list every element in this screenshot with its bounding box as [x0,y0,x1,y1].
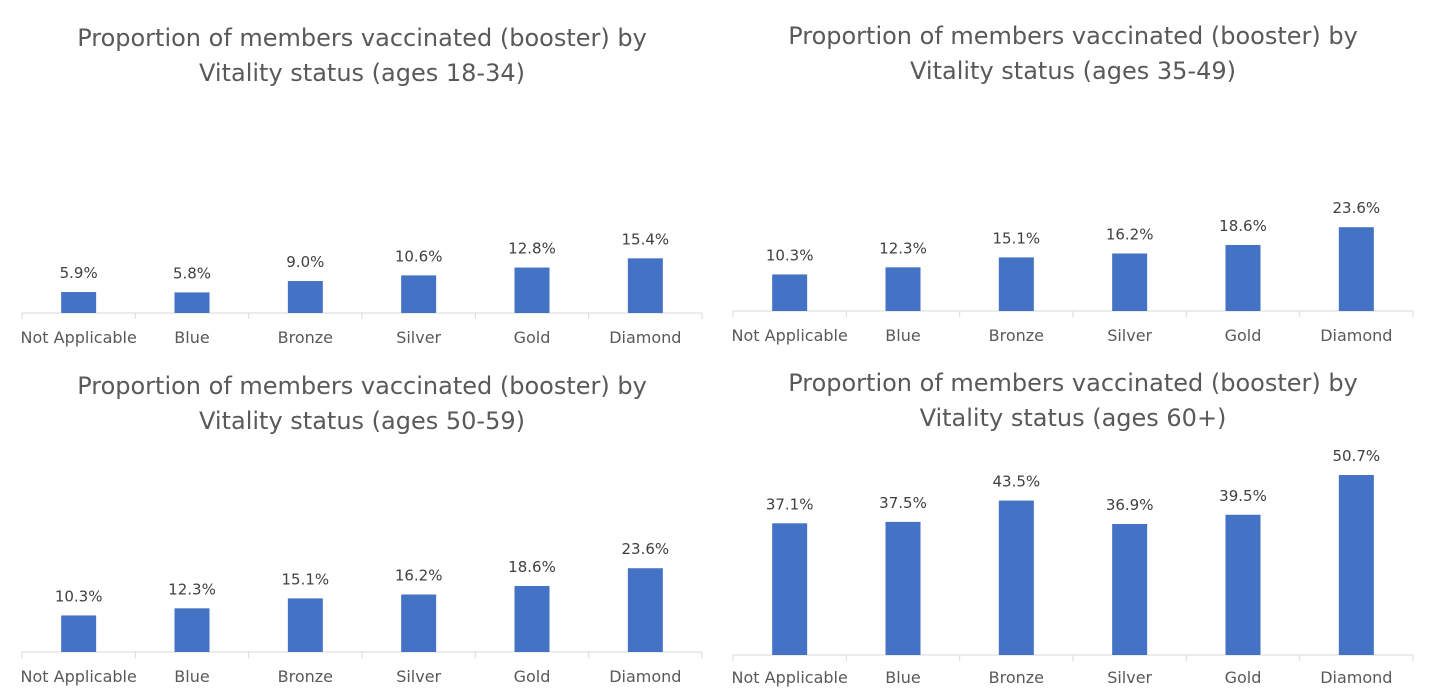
data-label: 39.5% [1219,487,1267,505]
data-label: 36.9% [1106,496,1154,514]
bar-gold [514,267,550,313]
bar-not-applicable [772,523,808,655]
category-label: Silver [1107,668,1152,687]
chart-title-line-1: Proportion of members vaccinated (booste… [77,24,647,52]
bar-blue [174,608,210,652]
chart-svg-ages-35-49: Proportion of members vaccinated (booste… [732,22,1414,345]
category-label: Blue [174,328,209,347]
category-label: Silver [1107,326,1152,345]
bar-diamond [1338,227,1374,311]
chart-panel-ages-60-plus: Proportion of members vaccinated (booste… [732,350,1414,699]
category-label: Diamond [609,328,681,347]
data-label: 10.3% [766,246,814,264]
category-label: Not Applicable [732,326,848,345]
data-label: 10.6% [395,247,443,265]
category-label: Gold [514,328,551,347]
data-label: 9.0% [286,253,324,271]
bar-blue [885,521,921,655]
chart-panel-ages-18-34: Proportion of members vaccinated (booste… [21,0,703,350]
chart-title-line-2: Vitality status (ages 60+) [920,404,1227,432]
data-label: 5.8% [173,264,211,282]
chart-title-line-1: Proportion of members vaccinated (booste… [788,22,1358,50]
bar-gold [1225,244,1261,311]
data-label: 10.3% [55,587,103,605]
chart-title-line-1: Proportion of members vaccinated (booste… [788,369,1358,397]
data-label: 23.6% [622,540,670,558]
data-label: 15.1% [993,229,1041,247]
bar-not-applicable [772,274,808,311]
bar-diamond [627,258,663,313]
data-label: 12.3% [879,239,927,257]
category-label: Silver [396,328,441,347]
category-label: Gold [514,667,551,686]
bar-not-applicable [61,292,97,313]
data-label: 12.3% [168,580,216,598]
bar-gold [514,585,550,652]
bar-not-applicable [61,615,97,652]
bar-blue [174,292,210,313]
category-label: Silver [396,667,441,686]
bar-bronze [287,281,323,313]
bar-silver [401,275,437,313]
bar-bronze [287,598,323,652]
category-label: Blue [885,326,920,345]
chart-panel-ages-35-49: Proportion of members vaccinated (booste… [732,0,1414,350]
data-label: 43.5% [993,473,1041,491]
data-label: 37.1% [766,495,814,513]
category-label: Diamond [1320,326,1392,345]
chart-svg-ages-18-34: Proportion of members vaccinated (booste… [21,24,703,347]
chart-svg-ages-50-59: Proportion of members vaccinated (booste… [21,372,703,686]
data-label: 23.6% [1333,199,1381,217]
category-label: Not Applicable [732,668,848,687]
bar-blue [885,267,921,311]
bar-bronze [998,500,1034,655]
data-label: 18.6% [508,558,556,576]
data-label: 18.6% [1219,217,1267,235]
bar-silver [401,594,437,652]
category-label: Diamond [609,667,681,686]
category-label: Gold [1225,668,1262,687]
chart-title-line-1: Proportion of members vaccinated (booste… [77,372,647,400]
category-label: Not Applicable [21,328,137,347]
data-label: 15.1% [282,570,330,588]
data-label: 37.5% [879,494,927,512]
bar-gold [1225,514,1261,655]
bar-silver [1112,524,1148,655]
bar-bronze [998,257,1034,311]
chart-title-line-2: Vitality status (ages 50-59) [199,407,525,435]
category-label: Gold [1225,326,1262,345]
bar-silver [1112,253,1148,311]
chart-title-line-2: Vitality status (ages 35-49) [910,57,1236,85]
chart-svg-ages-60-plus: Proportion of members vaccinated (booste… [732,369,1414,687]
data-label: 50.7% [1333,447,1381,465]
category-label: Bronze [278,328,333,347]
category-label: Bronze [278,667,333,686]
category-label: Bronze [989,326,1044,345]
data-label: 16.2% [1106,225,1154,243]
bar-diamond [1338,475,1374,655]
category-label: Bronze [989,668,1044,687]
category-label: Diamond [1320,668,1392,687]
data-label: 16.2% [395,566,443,584]
category-label: Blue [174,667,209,686]
category-label: Not Applicable [21,667,137,686]
data-label: 5.9% [60,264,98,282]
bar-diamond [627,568,663,652]
chart-title-line-2: Vitality status (ages 18-34) [199,59,525,87]
chart-panel-ages-50-59: Proportion of members vaccinated (booste… [21,350,703,699]
data-label: 12.8% [508,240,556,258]
data-label: 15.4% [622,230,670,248]
category-label: Blue [885,668,920,687]
